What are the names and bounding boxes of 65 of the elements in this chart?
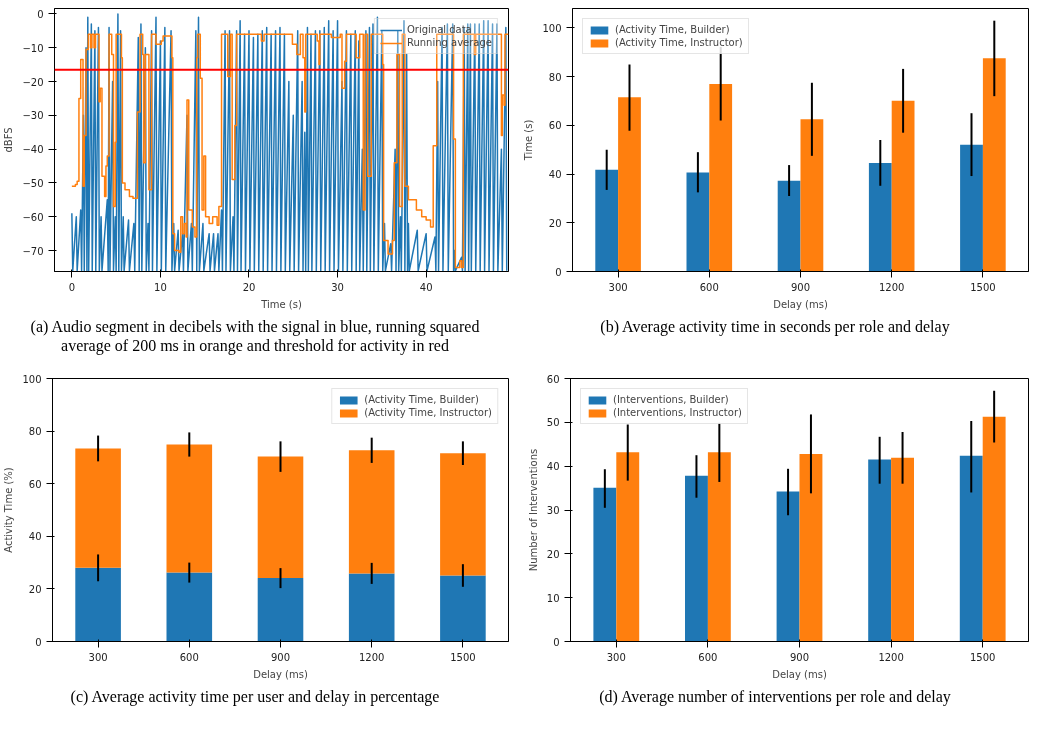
legend-label: (Interventions, Builder) [613, 394, 729, 405]
y-tick-label: 0 [37, 8, 44, 20]
y-tick-label: 0 [35, 636, 42, 648]
y-tick-label: 0 [553, 636, 560, 648]
x-tick-label: 300 [88, 651, 108, 663]
x-tick-label: 900 [789, 651, 810, 663]
y-axis-title: Number of Interventions [527, 448, 539, 572]
y-tick-label: 60 [28, 478, 42, 490]
x-axis-title: Delay (ms) [772, 668, 827, 680]
y-tick-label: 50 [546, 417, 560, 429]
text: (a) Audio segment in decibels with the signal in blue, running squared average of 200 ms in orange and threshold for activity in red [29, 317, 481, 356]
x-tick-label: 1500 [450, 651, 476, 663]
legend-label: (Activity Time, Builder) [364, 394, 479, 405]
y-tick-label: 80 [548, 71, 562, 83]
legend-label: (Interventions, Instructor) [613, 407, 742, 418]
y-axis-title: Time (s) [523, 119, 535, 162]
text: (c) Average activity time per user and delay in percentage [70, 687, 440, 707]
y-tick-label: 100 [22, 373, 42, 385]
x-tick-label: 1200 [358, 651, 385, 663]
y-tick-label: 20 [548, 217, 562, 229]
y-tick-label: −70 [22, 245, 44, 257]
y-tick-label: −10 [22, 42, 44, 54]
x-tick-label: 300 [608, 281, 628, 293]
y-tick-label: 10 [546, 592, 560, 604]
text: (b) Average activity time in seconds per role and delay [600, 317, 950, 337]
x-tick-label: 1500 [970, 281, 996, 293]
y-axis-title: Activity Time (%) [3, 467, 15, 553]
x-tick-label: 1200 [878, 651, 904, 663]
x-tick-label: 600 [179, 651, 199, 663]
y-tick-label: −50 [22, 177, 44, 189]
y-tick-label: 0 [555, 266, 562, 278]
x-tick-label: 10 [154, 281, 167, 293]
y-tick-label: 20 [546, 548, 560, 560]
x-tick-label: 1200 [878, 281, 905, 293]
x-tick-label: 900 [270, 651, 291, 663]
x-tick-label: 900 [790, 281, 811, 293]
x-tick-label: 600 [698, 651, 718, 663]
x-tick-label: 20 [242, 281, 256, 293]
text: (d) Average number of interventions per role and delay [599, 687, 951, 707]
legend-label: (Activity Time, Instructor) [615, 37, 743, 48]
y-tick-label: 60 [548, 120, 562, 132]
x-tick-label: 30 [331, 281, 344, 293]
x-axis-title: Time (s) [260, 298, 302, 310]
y-tick-label: 30 [546, 505, 560, 516]
x-tick-label: 40 [419, 281, 433, 293]
y-tick-label: 20 [28, 583, 42, 595]
x-tick-label: 1500 [969, 651, 996, 663]
y-tick-label: 60 [546, 373, 560, 385]
x-axis-title: Delay (ms) [773, 298, 828, 310]
y-tick-label: 40 [546, 461, 560, 473]
x-tick-label: 300 [606, 651, 626, 663]
x-tick-label: 0 [68, 281, 76, 293]
y-tick-label: 40 [548, 169, 562, 181]
y-tick-label: 40 [28, 531, 42, 543]
y-tick-label: −30 [22, 110, 44, 122]
y-tick-label: 100 [542, 22, 562, 34]
x-axis-title: Delay (ms) [253, 668, 308, 680]
y-axis-title: dBFS [3, 127, 15, 153]
y-tick-label: −40 [22, 144, 44, 156]
y-tick-label: 80 [28, 426, 42, 438]
y-tick-label: −20 [22, 76, 44, 88]
x-tick-label: 600 [699, 281, 719, 293]
legend-label: (Activity Time, Builder) [615, 24, 730, 35]
y-tick-label: −60 [22, 211, 44, 223]
legend-label: (Activity Time, Instructor) [364, 407, 492, 418]
